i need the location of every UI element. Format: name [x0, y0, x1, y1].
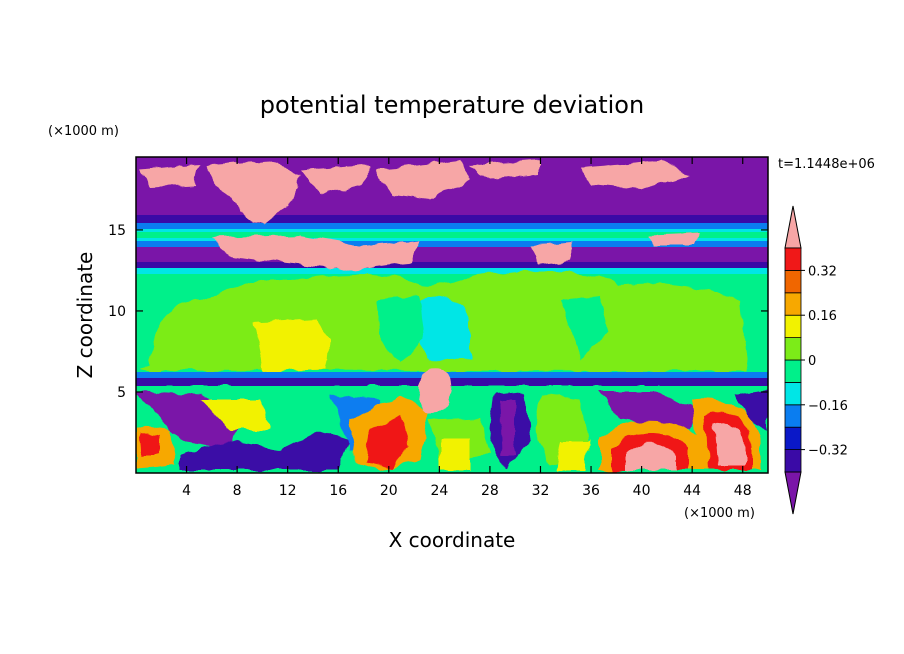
upper-dark-band	[136, 215, 768, 223]
y-axis-ticks: 5 10 15	[108, 223, 768, 401]
colorbar-top-arrow	[784, 205, 802, 249]
y-tick-label: 15	[108, 223, 126, 239]
colorbar-label: −0.32	[808, 444, 848, 459]
colorbar-swatch	[784, 381, 802, 406]
dark-band-6km	[136, 378, 768, 386]
colorbar-swatch	[784, 314, 802, 339]
contour-field	[136, 157, 768, 473]
colorbar-swatch	[784, 359, 802, 383]
upper-blue-band	[136, 223, 768, 229]
green-stripe-15km	[136, 232, 768, 238]
colorbar-label: 0.16	[808, 309, 837, 324]
dark-band-13km	[136, 262, 768, 268]
blue-band-6km	[136, 372, 768, 378]
colorbar-label: −0.16	[808, 399, 848, 414]
colorbar-swatch	[784, 337, 802, 361]
colorbar-swatch	[784, 269, 802, 294]
colorbar-swatch	[784, 292, 802, 316]
x-tick-label: 4	[182, 483, 191, 499]
plot-frame	[135, 156, 769, 474]
x-axis-label: X coordinate	[389, 528, 516, 552]
cyan-band-12km	[136, 268, 768, 274]
colorbar-swatch	[784, 449, 802, 473]
colorbar-swatch	[784, 426, 802, 451]
blue-band-14km	[136, 241, 768, 247]
upper-pink-patches	[140, 160, 700, 270]
colorbar-swatch	[784, 404, 802, 428]
x-tick-label: 8	[233, 483, 242, 499]
time-label: t=1.1448e+06	[778, 157, 875, 172]
y-axis-label: Z coordinate	[73, 252, 97, 379]
mid-layer	[138, 272, 748, 376]
x-tick-label: 48	[734, 483, 752, 499]
colorbar: 0.32 0.16 0 −0.16 −0.32	[784, 205, 848, 515]
x-tick-label: 12	[279, 483, 297, 499]
y-axis-units: (×1000 m)	[48, 124, 119, 139]
x-tick-label: 16	[329, 483, 347, 499]
y-tick-label: 5	[117, 385, 126, 401]
colorbar-label: 0	[808, 354, 816, 369]
chart-title: potential temperature deviation	[260, 91, 644, 119]
y-tick-label: 10	[108, 304, 126, 320]
x-tick-label: 32	[532, 483, 550, 499]
colorbar-bottom-arrow	[784, 471, 802, 515]
colorbar-swatch	[784, 247, 802, 271]
x-tick-label: 36	[582, 483, 600, 499]
x-tick-label: 20	[380, 483, 398, 499]
x-tick-label: 40	[633, 483, 651, 499]
colorbar-label: 0.32	[808, 264, 837, 279]
rising-thermal-patch	[418, 368, 452, 412]
x-tick-label: 24	[430, 483, 448, 499]
x-axis-ticks: 4 8 12 16 20 24 28 32 36 40 44 48	[182, 157, 752, 499]
lower-layer	[136, 386, 768, 473]
x-tick-label: 28	[481, 483, 499, 499]
x-axis-units: (×1000 m)	[684, 506, 755, 521]
x-tick-label: 44	[683, 483, 701, 499]
